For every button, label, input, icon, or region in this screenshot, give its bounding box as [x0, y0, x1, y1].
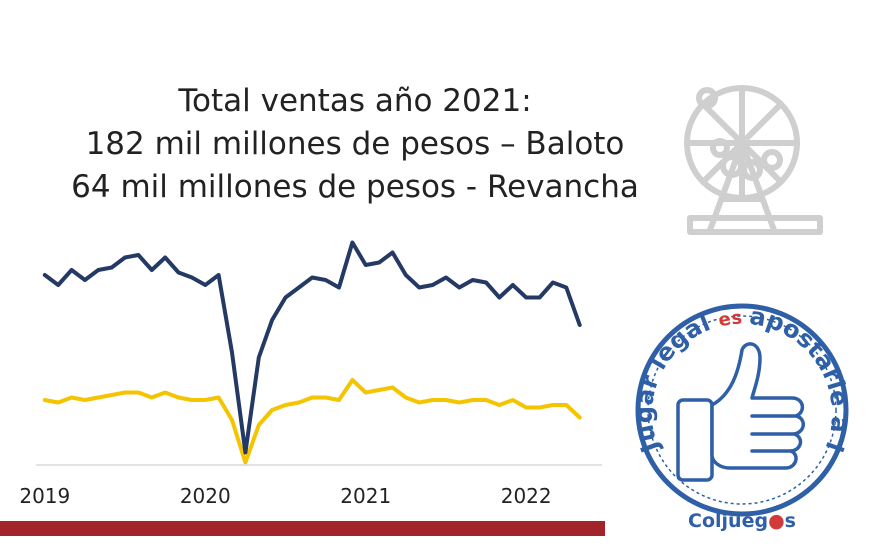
thumbs-up-icon [676, 342, 805, 482]
x-tick-label: 2019 [19, 484, 70, 508]
x-tick-label: 2022 [501, 484, 552, 508]
title-line-1: Total ventas año 2021: [178, 83, 532, 119]
x-tick-label: 2021 [340, 484, 391, 508]
x-tick-layer: 2019 2020 2021 2022 [19, 484, 551, 508]
chart-title: Total ventas año 2021: 182 mil millones … [20, 80, 690, 209]
footer-bar [0, 521, 605, 536]
series-line-revancha [42, 378, 582, 465]
series-layer [42, 240, 582, 465]
coljuegos-logo: Jugar legal es apostarle a la Salud Colj… [0, 0, 854, 532]
logo-brand: Coljueg●s [688, 510, 796, 532]
lottery-drum-icon [684, 85, 823, 235]
title-line-3: 64 mil millones de pesos - Revancha [71, 169, 639, 205]
x-tick-label: 2020 [180, 484, 231, 508]
series-line-baloto [42, 240, 582, 455]
title-line-2: 182 mil millones de pesos – Baloto [85, 126, 625, 162]
